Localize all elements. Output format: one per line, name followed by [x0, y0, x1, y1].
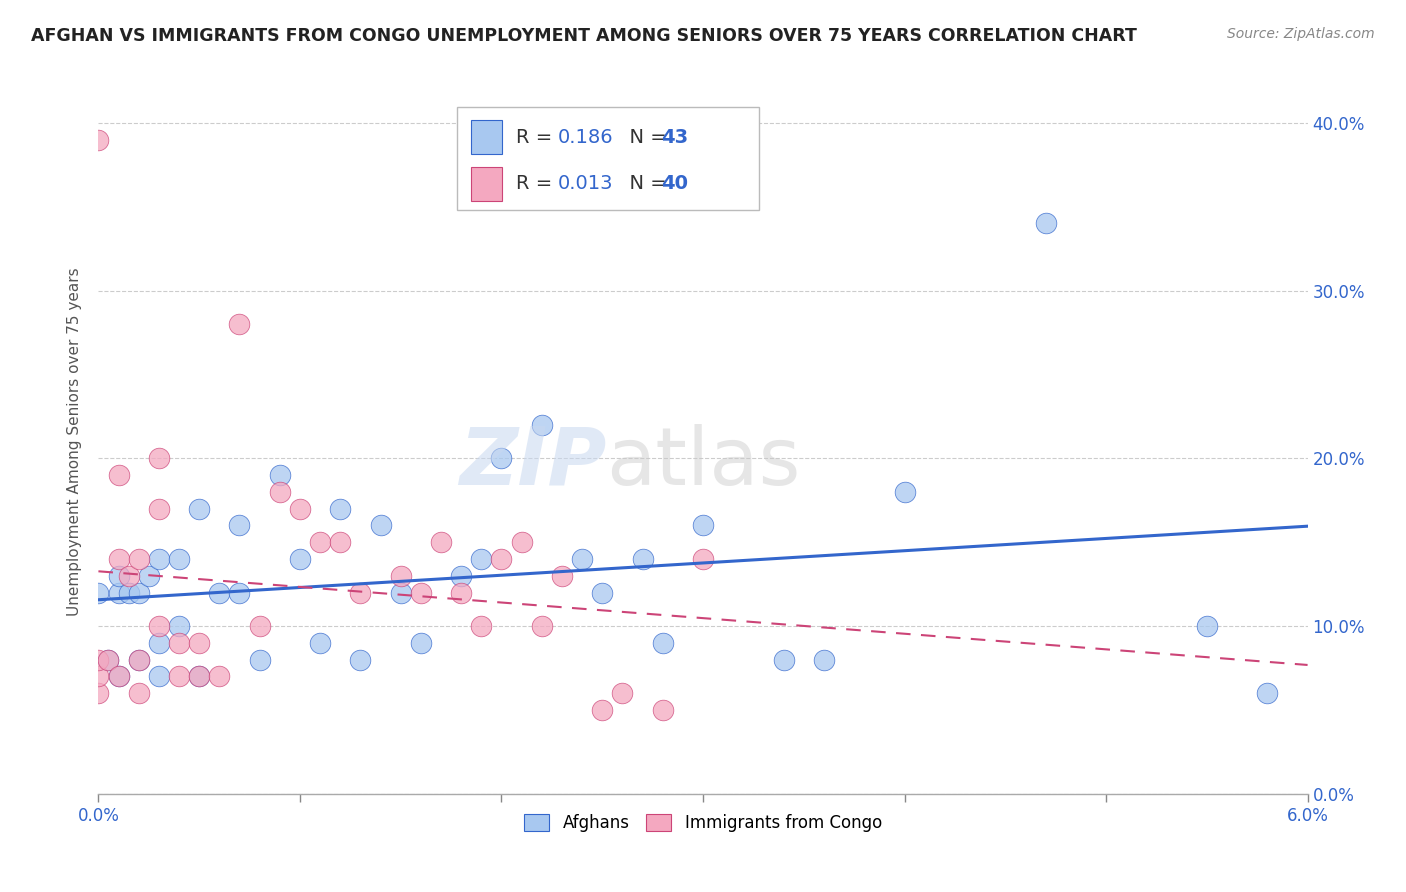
Point	[288, 552, 311, 566]
Point	[329, 501, 352, 516]
Point	[107, 669, 129, 683]
Point	[87, 653, 110, 667]
Point	[530, 417, 553, 432]
Point	[87, 585, 110, 599]
Point	[893, 484, 915, 499]
Point	[370, 518, 392, 533]
Point	[309, 535, 332, 549]
Text: 0.013: 0.013	[558, 174, 613, 194]
Point	[269, 468, 291, 483]
Point	[107, 669, 129, 683]
Point	[228, 317, 250, 331]
Point	[87, 686, 110, 700]
Point	[148, 501, 170, 516]
Point	[118, 585, 141, 599]
Point	[97, 653, 120, 667]
Point	[349, 653, 371, 667]
Point	[510, 535, 533, 549]
Text: Source: ZipAtlas.com: Source: ZipAtlas.com	[1227, 27, 1375, 41]
Point	[692, 552, 714, 566]
Point	[631, 552, 654, 566]
Point	[148, 619, 170, 633]
Text: atlas: atlas	[606, 424, 800, 501]
Point	[188, 669, 211, 683]
Point	[97, 653, 120, 667]
Point	[208, 669, 231, 683]
Point	[288, 501, 311, 516]
Point	[128, 585, 150, 599]
Point	[188, 501, 211, 516]
Point	[389, 568, 412, 582]
Point	[167, 669, 190, 683]
Point	[651, 636, 673, 650]
Point	[269, 484, 291, 499]
Point	[188, 636, 211, 650]
Point	[128, 653, 150, 667]
Text: N =: N =	[617, 174, 673, 194]
Point	[450, 585, 472, 599]
Point	[450, 568, 472, 582]
Point	[470, 552, 492, 566]
Point	[148, 552, 170, 566]
Point	[148, 636, 170, 650]
Point	[188, 669, 211, 683]
Point	[228, 585, 250, 599]
Point	[167, 619, 190, 633]
Point	[692, 518, 714, 533]
Y-axis label: Unemployment Among Seniors over 75 years: Unemployment Among Seniors over 75 years	[67, 268, 83, 615]
Point	[591, 585, 613, 599]
Point	[1256, 686, 1278, 700]
Point	[309, 636, 332, 650]
Point	[118, 568, 141, 582]
Point	[491, 552, 513, 566]
Point	[329, 535, 352, 549]
Text: N =: N =	[617, 128, 673, 147]
Point	[470, 619, 492, 633]
Point	[409, 636, 432, 650]
Text: 0.186: 0.186	[558, 128, 614, 147]
Legend: Afghans, Immigrants from Congo: Afghans, Immigrants from Congo	[517, 807, 889, 838]
Point	[167, 636, 190, 650]
Point	[107, 552, 129, 566]
Point	[651, 703, 673, 717]
Point	[148, 451, 170, 466]
Point	[349, 585, 371, 599]
Point	[128, 686, 150, 700]
Point	[389, 585, 412, 599]
Point	[107, 468, 129, 483]
Point	[551, 568, 574, 582]
Point	[107, 585, 129, 599]
Point	[167, 552, 190, 566]
Point	[530, 619, 553, 633]
Text: AFGHAN VS IMMIGRANTS FROM CONGO UNEMPLOYMENT AMONG SENIORS OVER 75 YEARS CORRELA: AFGHAN VS IMMIGRANTS FROM CONGO UNEMPLOY…	[31, 27, 1137, 45]
Point	[409, 585, 432, 599]
Point	[1195, 619, 1218, 633]
Point	[208, 585, 231, 599]
Point	[813, 653, 835, 667]
Text: 43: 43	[661, 128, 688, 147]
Point	[491, 451, 513, 466]
Point	[128, 552, 150, 566]
Point	[430, 535, 453, 549]
Point	[249, 653, 271, 667]
Text: ZIP: ZIP	[458, 424, 606, 501]
Point	[591, 703, 613, 717]
Point	[87, 669, 110, 683]
Point	[612, 686, 634, 700]
Text: R =: R =	[516, 174, 558, 194]
Point	[138, 568, 160, 582]
Point	[571, 552, 593, 566]
Text: R =: R =	[516, 128, 558, 147]
Point	[228, 518, 250, 533]
Point	[772, 653, 794, 667]
Point	[148, 669, 170, 683]
Point	[249, 619, 271, 633]
Text: 40: 40	[661, 174, 688, 194]
Point	[128, 653, 150, 667]
Point	[87, 132, 110, 146]
Point	[107, 568, 129, 582]
Point	[1035, 216, 1057, 230]
